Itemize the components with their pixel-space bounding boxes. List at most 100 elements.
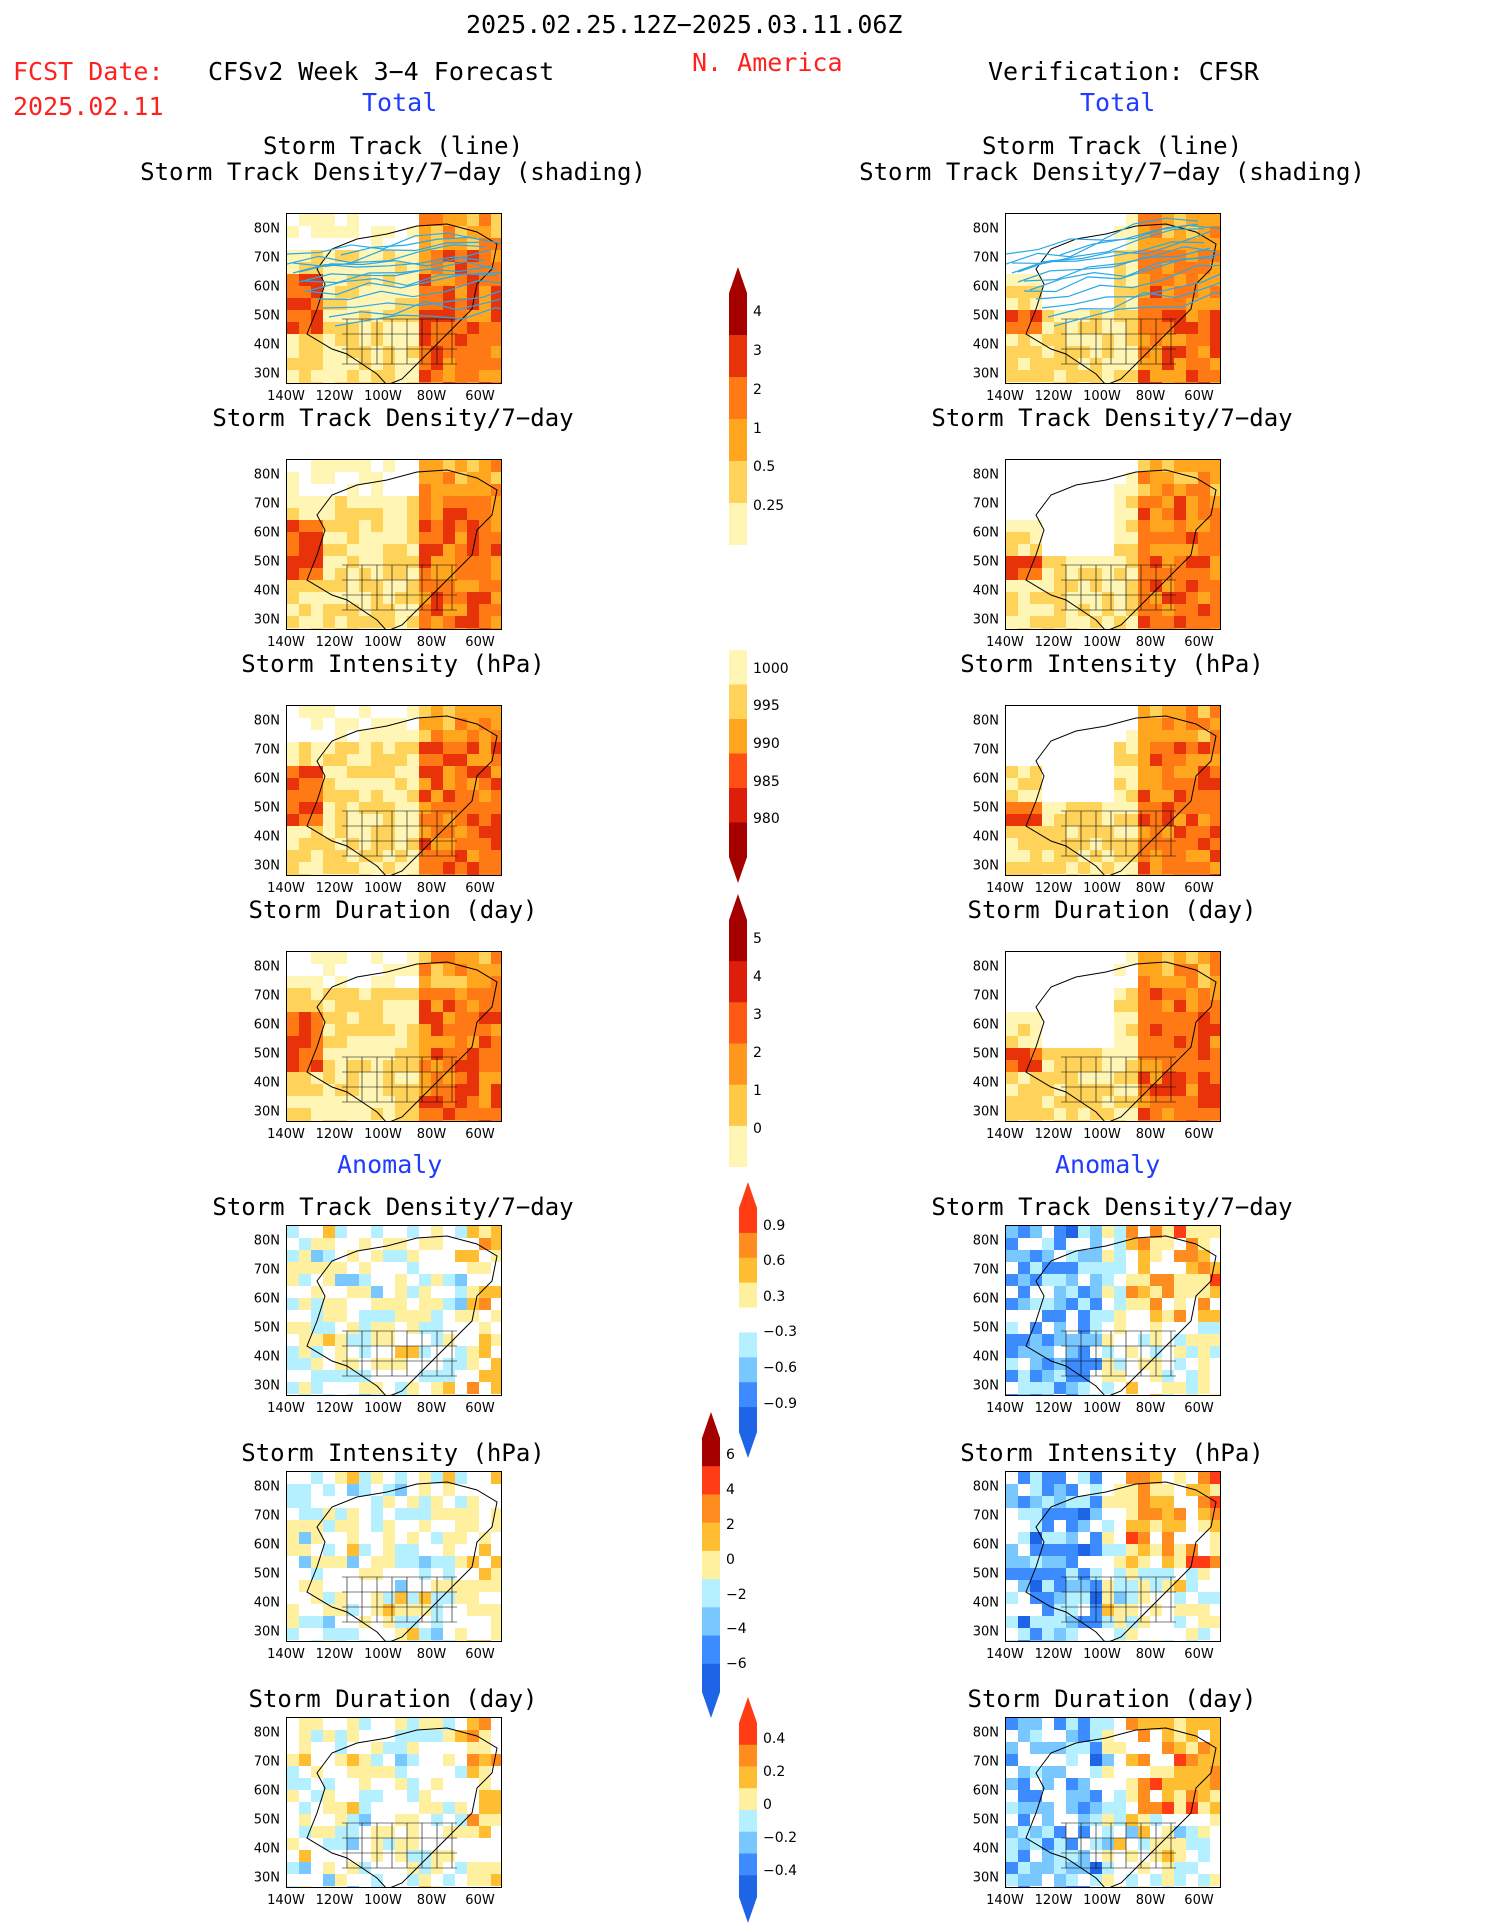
field-cell — [1066, 1778, 1078, 1790]
field-cell — [287, 568, 299, 580]
field-cell — [1198, 802, 1210, 814]
field-cell — [335, 1000, 347, 1012]
field-cell — [395, 790, 407, 802]
field-cell — [395, 1718, 407, 1730]
field-cell — [1066, 1286, 1078, 1298]
field-cell — [419, 628, 431, 629]
field-cell — [1210, 616, 1220, 628]
field-cell — [443, 1508, 455, 1520]
field-cell — [491, 964, 501, 976]
field-cell — [443, 1568, 455, 1580]
field-cell — [443, 520, 455, 532]
lat-tick-label: 40N — [972, 1075, 999, 1091]
field-cell — [311, 322, 323, 334]
field-cell — [1210, 778, 1220, 790]
field-cell — [1114, 568, 1126, 580]
field-cell — [1174, 1580, 1186, 1592]
lat-tick-label: 50N — [253, 1812, 280, 1828]
field-cell — [1162, 1544, 1174, 1556]
field-cell — [347, 1334, 359, 1346]
field-cell — [359, 1394, 371, 1395]
field-cell — [1114, 778, 1126, 790]
colorbar-swatch — [729, 788, 747, 823]
field-cell — [431, 1886, 443, 1887]
field-cell — [1138, 1532, 1150, 1544]
field-cell — [1066, 838, 1078, 850]
field-cell — [383, 1322, 395, 1334]
field-cell — [455, 508, 467, 520]
field-cell — [1066, 1886, 1078, 1887]
field-cell — [383, 616, 395, 628]
field-cell — [1006, 604, 1018, 616]
field-cell — [1114, 226, 1126, 238]
field-cell — [1210, 1322, 1220, 1334]
field-cell — [479, 496, 491, 508]
field-cell — [491, 508, 501, 520]
lat-tick-label: 80N — [972, 1725, 999, 1741]
field-cell — [371, 742, 383, 754]
field-cell — [287, 1024, 299, 1036]
field-cell — [1126, 766, 1138, 778]
field-cell — [1006, 1544, 1018, 1556]
field-cell — [419, 544, 431, 556]
field-cell — [323, 1060, 335, 1072]
field-cell — [1138, 862, 1150, 874]
field-cell — [323, 850, 335, 862]
lat-tick-label: 60N — [972, 1291, 999, 1307]
field-cell — [1030, 1048, 1042, 1060]
field-cell — [1042, 1096, 1054, 1108]
colorbar-label: 0.9 — [763, 1217, 786, 1234]
lat-tick-label: 80N — [253, 959, 280, 975]
field-cell — [1138, 790, 1150, 802]
lat-tick-label: 60N — [972, 1783, 999, 1799]
lon-tick-label: 80W — [1135, 1401, 1166, 1416]
field-cell — [347, 1358, 359, 1370]
field-cell — [1198, 346, 1210, 358]
lon-tick-label: 100W — [364, 1127, 402, 1142]
field-cell — [467, 1826, 479, 1838]
field-cell — [443, 790, 455, 802]
colorbar-swatch — [729, 920, 747, 962]
colorbar-swatch — [729, 461, 747, 504]
field-cell — [323, 1730, 335, 1742]
field-cell — [1126, 1568, 1138, 1580]
field-cell — [1018, 778, 1030, 790]
field-cell — [1186, 874, 1198, 875]
field-cell — [1102, 1310, 1114, 1322]
field-cell — [1174, 496, 1186, 508]
lat-tick-label: 80N — [972, 1233, 999, 1249]
field-cell — [383, 286, 395, 298]
lat-tick-label: 30N — [972, 1104, 999, 1120]
field-cell — [467, 1604, 479, 1616]
field-cell — [1126, 322, 1138, 334]
field-cell — [1114, 1568, 1126, 1580]
field-cell — [323, 382, 335, 383]
field-cell — [1138, 1886, 1150, 1887]
field-cell — [1138, 766, 1150, 778]
field-cell — [467, 1742, 479, 1754]
lat-tick-label: 60N — [253, 1537, 280, 1553]
field-cell — [1198, 964, 1210, 976]
field-cell — [1006, 1874, 1018, 1886]
field-cell — [1210, 628, 1220, 629]
field-cell — [1210, 544, 1220, 556]
field-cell — [359, 472, 371, 484]
field-cell — [371, 1310, 383, 1322]
field-cell — [1066, 1730, 1078, 1742]
colorbar-label: −4 — [726, 1621, 747, 1638]
colorbar-label: 1 — [753, 420, 762, 437]
field-cell — [467, 1120, 479, 1121]
field-cell — [1030, 1108, 1042, 1120]
field-cell — [431, 1382, 443, 1394]
field-cell — [1210, 580, 1220, 592]
field-cell — [467, 814, 479, 826]
field-cell — [491, 1012, 501, 1024]
field-cell — [359, 826, 371, 838]
field-cell — [311, 568, 323, 580]
field-cell — [1174, 334, 1186, 346]
field-cell — [479, 544, 491, 556]
field-cell — [431, 988, 443, 1000]
field-cell — [359, 754, 371, 766]
field-cell — [1186, 1580, 1198, 1592]
field-cell — [1078, 1072, 1090, 1084]
